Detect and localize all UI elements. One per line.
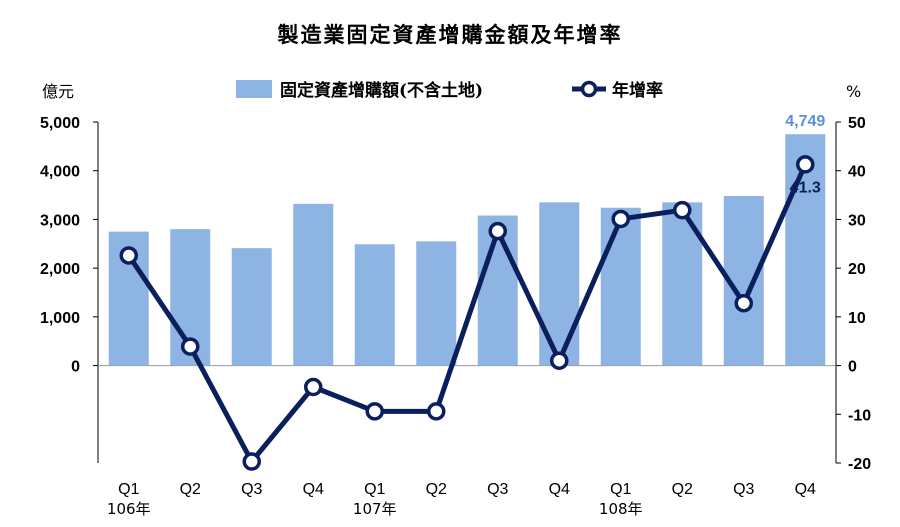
- right-tick-label: 10: [848, 310, 866, 327]
- legend: 固定資產增購額(不含土地) 年增率: [236, 80, 663, 101]
- category-labels: Q1 Q2 Q3 Q4 Q1 Q2 Q3 Q4 Q1 Q2 Q3 Q4 106年 107年 108年: [107, 481, 816, 518]
- category-label: Q2: [672, 481, 693, 498]
- right-tick-label: 20: [848, 261, 866, 278]
- growth-point: [796, 155, 815, 174]
- bars: 4,749: [108, 113, 825, 366]
- growth-point: [304, 377, 323, 397]
- right-tick-label: 40: [848, 164, 866, 181]
- category-label: Q3: [241, 481, 262, 498]
- left-tick-label: 0: [71, 359, 80, 376]
- category-label: Q3: [487, 481, 508, 498]
- category-label: Q4: [303, 481, 324, 498]
- bar: [293, 203, 334, 366]
- growth-point: [119, 246, 138, 265]
- bar-data-label: 4,749: [785, 113, 825, 130]
- line-data-label: 41.3: [790, 179, 821, 196]
- left-tick-label: 4,000: [40, 164, 80, 181]
- bar: [600, 207, 641, 366]
- left-axis-unit: 億元: [42, 82, 74, 101]
- growth-point: [242, 452, 261, 471]
- growth-point: [365, 402, 384, 421]
- legend-line-label: 年增率: [612, 80, 663, 101]
- growth-line-path: [126, 163, 808, 465]
- category-label: Q2: [180, 481, 201, 498]
- category-label: Q1: [118, 481, 139, 498]
- growth-point: [488, 221, 507, 241]
- right-tick-label: -10: [848, 407, 871, 424]
- legend-bar-swatch: [236, 80, 272, 98]
- bar: [539, 202, 580, 366]
- bar: [354, 244, 395, 366]
- growth-point: [181, 337, 200, 356]
- category-label: Q3: [733, 481, 754, 498]
- left-tick-label: 2,000: [40, 261, 80, 278]
- right-tick-label: 30: [848, 212, 866, 229]
- growth-point: [550, 351, 569, 370]
- right-tick-label: 0: [848, 359, 857, 376]
- chart-title: 製造業固定資產增購金額及年增率: [277, 22, 623, 47]
- growth-line: 41.3: [119, 155, 821, 471]
- legend-line-marker: [580, 80, 598, 98]
- year-label: 108年: [599, 500, 643, 518]
- category-label: Q2: [426, 481, 447, 498]
- category-label: Q4: [549, 481, 570, 498]
- growth-point: [673, 200, 692, 220]
- legend-bar-label: 固定資產增購額(不含土地): [280, 80, 483, 101]
- bar: [477, 215, 518, 366]
- bar: [231, 248, 272, 366]
- year-label: 107年: [353, 500, 397, 518]
- category-label: Q4: [795, 481, 816, 498]
- bar: [416, 241, 457, 366]
- right-tick-label: 50: [848, 115, 866, 132]
- left-tick-label: 5,000: [40, 115, 80, 132]
- left-tick-label: 1,000: [40, 310, 80, 327]
- left-tick-label: 3,000: [40, 212, 80, 229]
- year-label: 106年: [107, 500, 151, 518]
- category-label: Q1: [610, 481, 631, 498]
- category-label: Q1: [364, 481, 385, 498]
- growth-point: [734, 293, 753, 313]
- right-tick-label: -20: [848, 456, 871, 473]
- right-axis-unit: %: [846, 82, 861, 101]
- growth-point: [611, 209, 630, 229]
- axes: 5,000 4,000 3,000 2,000 1,000 0 50 40 30 20 10 0 -10…: [40, 115, 871, 473]
- growth-point: [427, 402, 446, 421]
